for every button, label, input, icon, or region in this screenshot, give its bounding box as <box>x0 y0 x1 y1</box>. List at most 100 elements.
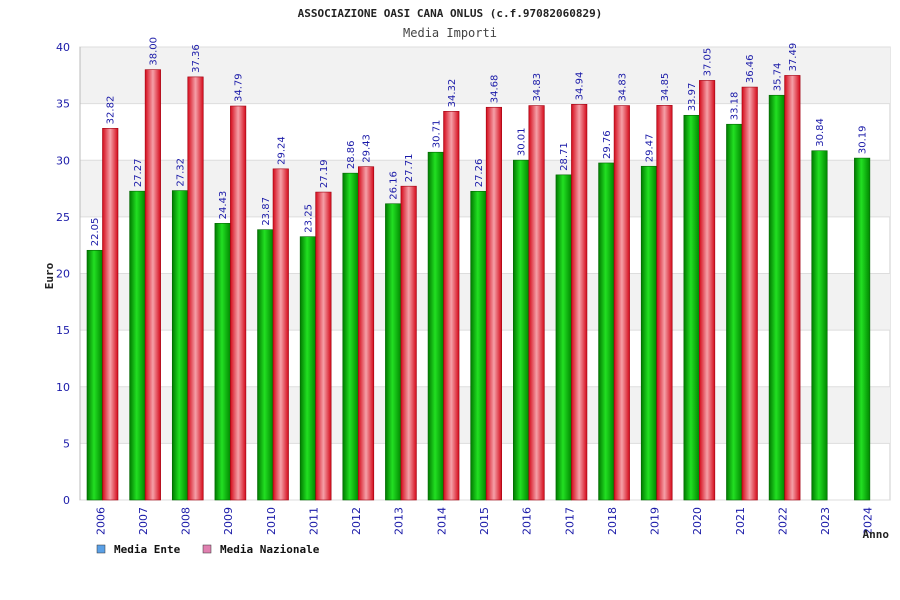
x-tick-label: 2009 <box>222 507 235 535</box>
x-tick-label: 2008 <box>180 507 193 535</box>
bar-media-nazionale <box>528 105 545 501</box>
legend-label-media-nazionale: Media Nazionale <box>220 543 320 556</box>
bar-value-label: 23.87 <box>261 197 272 226</box>
bar-media-ente <box>86 249 103 501</box>
bar-value-label: 29.47 <box>644 134 655 163</box>
bar-media-ente <box>555 174 572 501</box>
bar-value-label: 38.00 <box>148 37 159 66</box>
bar-media-ente <box>214 223 231 501</box>
bar-value-label: 37.05 <box>703 48 714 77</box>
chart-subtitle: Media Importi <box>403 26 497 40</box>
bar-media-nazionale <box>613 105 630 501</box>
bar-value-label: 28.86 <box>346 141 357 170</box>
bar-media-ente <box>171 190 189 501</box>
bar-value-label: 35.74 <box>772 63 783 92</box>
x-tick-label: 2020 <box>691 507 704 535</box>
bar-value-label: 34.85 <box>660 73 671 102</box>
bar-value-label: 30.19 <box>858 125 869 154</box>
bar-media-ente <box>513 159 530 501</box>
bar-value-label: 37.36 <box>191 44 202 73</box>
bar-value-label: 27.27 <box>133 159 144 188</box>
bar-media-ente <box>726 123 743 501</box>
bar-value-label: 27.26 <box>474 159 485 188</box>
bar-media-ente <box>811 150 828 501</box>
bar-media-ente <box>257 229 274 501</box>
legend-label-media-ente: Media Ente <box>114 543 181 556</box>
bar-value-label: 28.71 <box>559 142 570 171</box>
bar-value-label: 34.94 <box>575 72 586 101</box>
y-tick-label: 5 <box>63 437 70 450</box>
bar-value-label: 27.71 <box>404 154 415 183</box>
bar-value-label: 30.71 <box>431 120 442 149</box>
bar-value-label: 30.84 <box>815 118 826 147</box>
bar-value-label: 23.25 <box>303 204 314 233</box>
x-axis-label: Anno <box>863 528 890 541</box>
bar-media-ente <box>640 165 658 501</box>
bars: 22.05 32.82 27.27 38.00 27.32 37.36 24.43 34.79… <box>86 37 871 501</box>
bar-media-nazionale <box>741 86 758 501</box>
bar-value-label: 32.82 <box>106 96 117 125</box>
x-tick-label: 2021 <box>734 507 747 535</box>
bar-value-label: 29.76 <box>602 130 613 159</box>
bar-value-label: 27.32 <box>176 158 187 187</box>
bar-media-nazionale <box>656 105 673 501</box>
y-tick-label: 20 <box>56 268 70 281</box>
x-tick-label: 2015 <box>478 507 491 535</box>
bar-value-label: 22.05 <box>90 218 101 247</box>
bar-media-ente <box>470 190 487 501</box>
x-tick-label: 2024 <box>862 507 875 535</box>
x-tick-label: 2017 <box>563 507 576 535</box>
bar-value-label: 30.01 <box>517 127 528 156</box>
bar-value-label: 33.18 <box>730 92 741 121</box>
bar-media-nazionale <box>784 75 801 501</box>
bar-media-nazionale <box>485 106 502 501</box>
y-tick-label: 40 <box>56 41 70 54</box>
bar-media-nazionale <box>357 166 375 501</box>
bar-media-ente <box>342 172 359 501</box>
x-tick-label: 2018 <box>606 507 619 535</box>
bar-media-ente <box>768 94 785 501</box>
legend: Media Ente Media Nazionale <box>96 543 320 556</box>
y-tick-label: 25 <box>56 211 70 224</box>
bar-media-nazionale <box>571 104 588 501</box>
bar-media-nazionale <box>443 111 460 501</box>
y-tick-label: 15 <box>56 324 70 337</box>
y-axis-ticks: 0 5 10 15 20 25 30 35 40 <box>56 41 70 507</box>
legend-swatch-media-nazionale <box>202 544 212 554</box>
x-tick-label: 2007 <box>137 507 150 535</box>
y-tick-label: 35 <box>56 98 70 111</box>
bar-value-label: 29.43 <box>362 134 373 163</box>
bar-value-label: 27.19 <box>319 159 330 188</box>
x-tick-label: 2016 <box>521 507 534 535</box>
bar-media-nazionale <box>315 191 332 501</box>
x-tick-label: 2013 <box>393 507 406 535</box>
bar-value-label: 34.32 <box>447 79 458 108</box>
bar-media-ente <box>129 190 146 501</box>
bar-value-label: 36.46 <box>745 54 756 83</box>
x-tick-label: 2014 <box>435 507 448 535</box>
bar-media-nazionale <box>102 128 119 501</box>
y-tick-label: 10 <box>56 381 70 394</box>
bar-media-ente <box>598 162 615 501</box>
bar-media-nazionale <box>144 69 161 501</box>
bar-media-ente <box>427 151 444 501</box>
x-tick-label: 2019 <box>649 507 662 535</box>
x-tick-label: 2011 <box>307 507 320 535</box>
legend-swatch-media-ente <box>96 544 106 554</box>
bar-media-nazionale <box>699 80 716 501</box>
x-tick-label: 2022 <box>776 507 789 535</box>
bar-value-label: 34.79 <box>234 73 245 102</box>
bar-media-ente <box>385 203 402 501</box>
bar-value-label: 37.49 <box>788 43 799 72</box>
bar-media-nazionale <box>230 105 247 501</box>
x-axis-ticks: 2006 2007 2008 2009 2010 2011 2012 2013 2014 2015… <box>94 507 874 535</box>
bar-value-label: 24.43 <box>218 191 229 220</box>
chart-title: ASSOCIAZIONE OASI CANA ONLUS (c.f.970820… <box>298 7 603 20</box>
bar-media-nazionale <box>272 168 289 501</box>
x-tick-label: 2023 <box>819 507 832 535</box>
bar-value-label: 34.83 <box>532 73 543 102</box>
bar-value-label: 26.16 <box>389 171 400 200</box>
x-tick-label: 2006 <box>94 507 107 535</box>
y-tick-label: 0 <box>63 494 70 507</box>
